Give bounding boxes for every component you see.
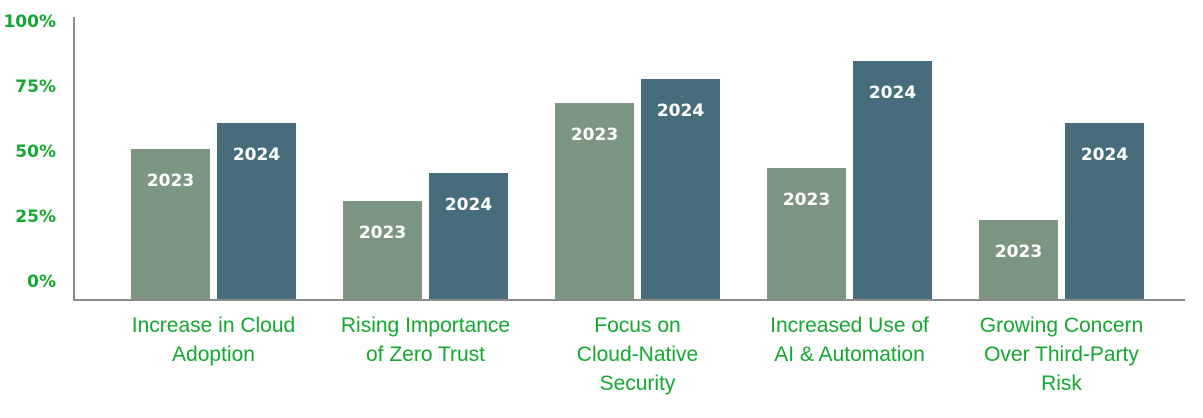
category-label-line: Adoption — [172, 343, 255, 366]
category-label: Rising Importance of Zero Trust — [326, 311, 526, 369]
x-axis-line — [73, 299, 1185, 301]
bar-2024: 2024 — [641, 79, 720, 299]
bar-2023: 2023 — [343, 201, 422, 299]
bar-2024: 2024 — [853, 61, 932, 299]
y-tick-label: 25% — [15, 207, 56, 227]
bar-2023: 2023 — [131, 149, 210, 299]
bar-2023: 2023 — [555, 102, 634, 299]
category-label: Focus on Cloud-Native Security — [538, 311, 738, 398]
bar-series-label: 2024 — [868, 83, 917, 103]
bar-series-label: 2024 — [1080, 145, 1129, 166]
category-label: Increased Use of AI & Automation — [750, 311, 950, 369]
y-tick-label: 0% — [27, 272, 56, 292]
category-label-line: Over Third-Party — [984, 343, 1139, 366]
bar-2024: 2024 — [1065, 123, 1144, 299]
category-label-line: Cloud-Native — [576, 343, 699, 366]
category-label-line: Risk — [1041, 372, 1082, 395]
category-label: Increase in Cloud Adoption — [114, 311, 314, 369]
bar-series-label: 2023 — [994, 241, 1043, 262]
category-label-line: Increased Use of — [770, 314, 929, 337]
category-label-line: Rising Importance — [340, 314, 511, 337]
bar-series-label: 2023 — [146, 171, 195, 192]
category-label: Growing Concern Over Third-Party Risk — [962, 311, 1162, 398]
bar-2023: 2023 — [767, 167, 846, 299]
bar-2024: 2024 — [217, 123, 296, 299]
y-axis-line — [73, 17, 75, 300]
y-tick-label: 75% — [15, 77, 56, 97]
bar-series-label: 2024 — [444, 194, 493, 215]
bar-series-label: 2023 — [570, 124, 619, 145]
bar-2024: 2024 — [429, 172, 508, 299]
category-label-line: AI & Automation — [774, 343, 925, 366]
bar-series-label: 2023 — [358, 223, 407, 244]
category-label-line: Focus on — [594, 314, 681, 337]
bar-series-label: 2023 — [782, 189, 831, 210]
bar-series-label: 2024 — [232, 145, 281, 166]
bar-2023: 2023 — [979, 219, 1058, 299]
category-label-line: Growing Concern — [979, 314, 1144, 337]
bar-series-label: 2024 — [656, 101, 705, 122]
y-tick-label: 100% — [3, 12, 56, 32]
category-label-line: of Zero Trust — [365, 343, 486, 366]
category-label-line: Increase in Cloud — [131, 314, 296, 337]
category-label-line: Security — [599, 372, 676, 395]
y-tick-label: 50% — [15, 142, 56, 162]
